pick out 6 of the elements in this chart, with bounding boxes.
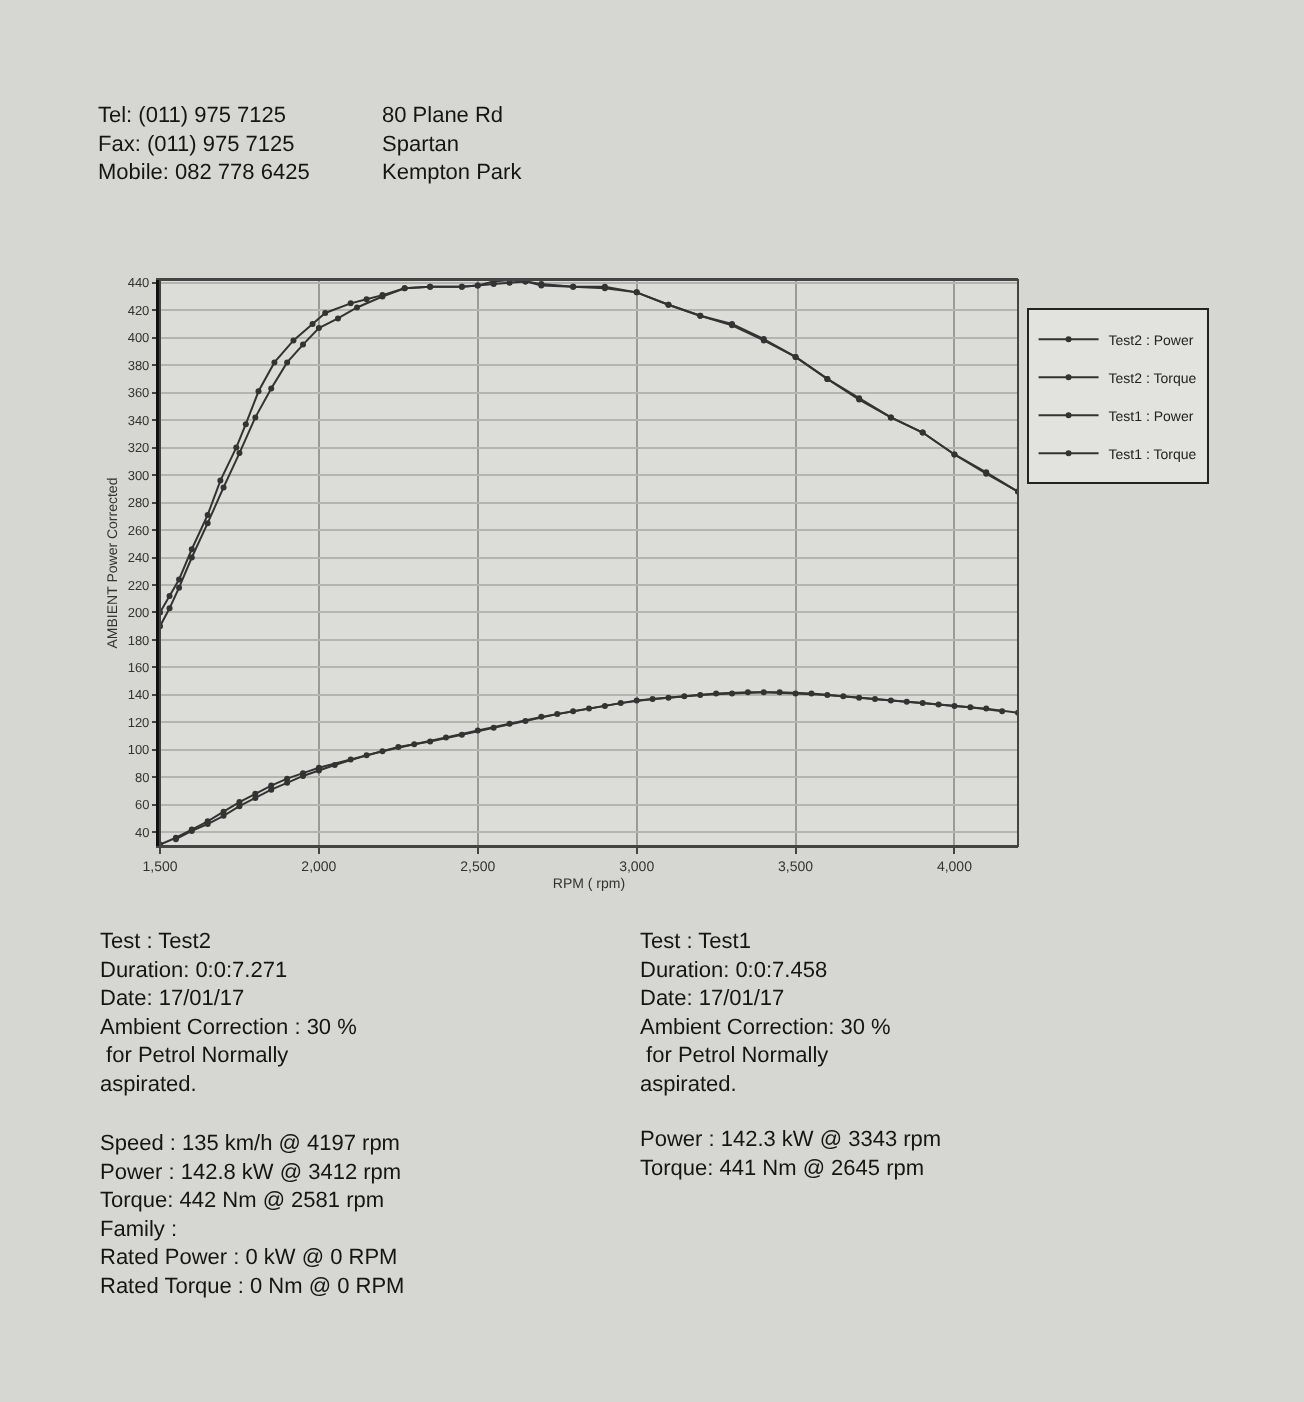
text: Tel: (011) 975 7125 Fax: (011) 975 7125 Mobile: 082 778 6425 bbox=[98, 104, 310, 186]
text: Power : 142.3 kW @ 3343 rpm Torque: 441 Nm @ 2645 rpm bbox=[640, 1128, 942, 1181]
text: Test : Test2 Duration: 0:0:7.271 Date: 17/01/17 Ambient Correction : 30 % for Petrol Normally aspirated. bbox=[100, 930, 358, 1097]
text: Speed : 135 km/h @ 4197 rpm Power : 142.8 kW @ 3412 rpm Torque: 442 Nm @ 2581 rpm Family : Rated Power : 0 kW @ 0 RPM Rated Torque : 0 Nm @ 0 RPM bbox=[100, 1132, 405, 1299]
text: 80 Plane Rd Spartan Kempton Park bbox=[382, 104, 523, 186]
text: Test : Test1 Duration: 0:0:7.458 Date: 17/01/17 Ambient Correction: 30 % for Petrol Normally aspirated. bbox=[640, 930, 892, 1097]
